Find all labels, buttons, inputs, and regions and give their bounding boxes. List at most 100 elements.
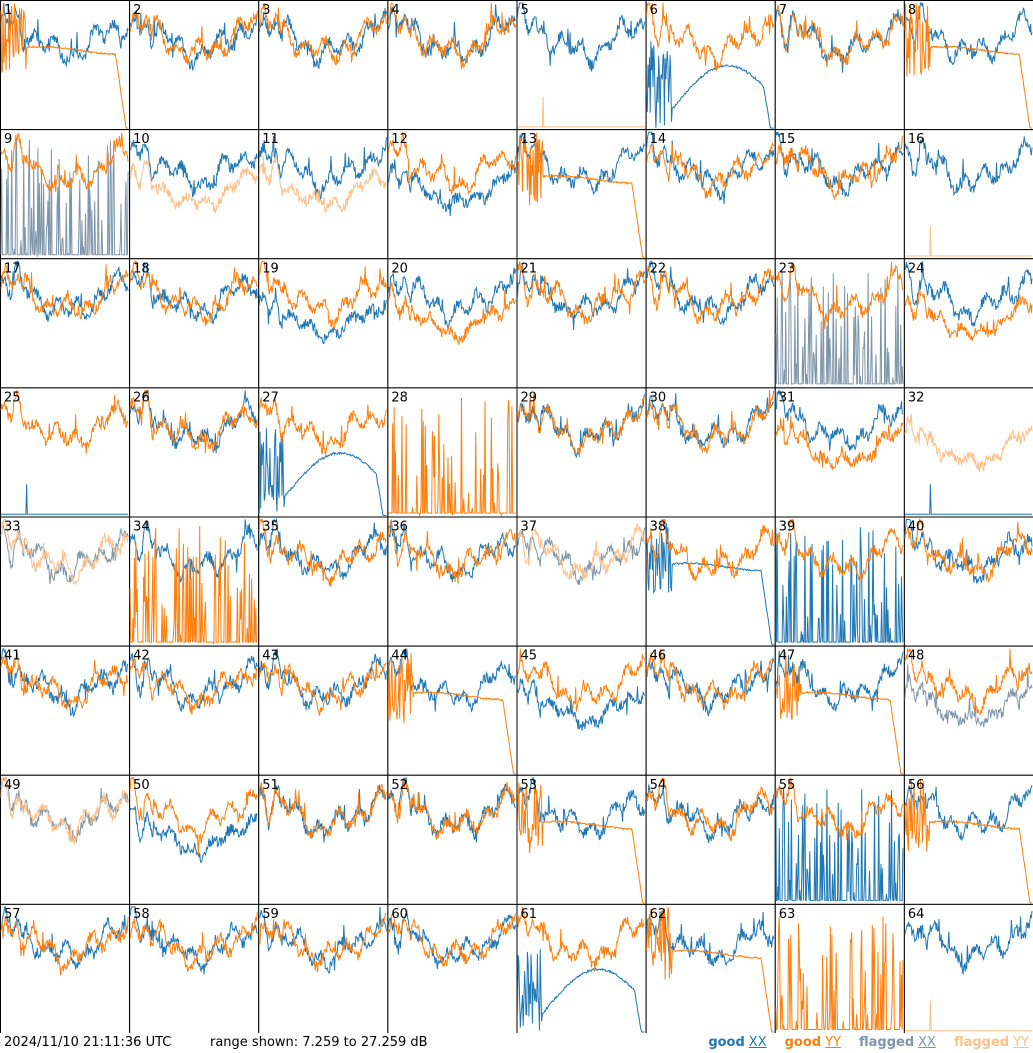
panel-number: 35	[262, 520, 279, 535]
panel-border	[258, 258, 389, 389]
legend-item-flagged-xx: flagged XX	[859, 1033, 936, 1053]
trace-yy-good	[258, 662, 387, 716]
panel-number: 28	[391, 390, 408, 405]
panel-number: 47	[779, 649, 796, 664]
panel-border	[774, 903, 905, 1033]
panel-border	[129, 645, 260, 776]
panel-border	[903, 129, 1033, 260]
trace-xx-good	[1, 484, 129, 515]
panel-number: 6	[650, 3, 658, 18]
trace-xx-flagged	[775, 271, 904, 385]
panel-border	[258, 129, 389, 260]
panel-8: 8	[903, 0, 1033, 131]
panel-border	[0, 645, 131, 776]
panel-border	[516, 387, 647, 518]
trace-xx-good	[646, 41, 774, 129]
panel-47: 47	[774, 645, 905, 776]
panel-number: 11	[262, 132, 279, 147]
trace-xx-good	[904, 910, 1033, 976]
panel-32: 32	[903, 387, 1033, 518]
panel-number: 22	[650, 261, 667, 276]
trace-xx-good	[904, 519, 1033, 584]
legend-pol: XX	[748, 1035, 767, 1050]
panel-border	[774, 0, 905, 131]
panel-number: 30	[650, 390, 667, 405]
panel-11: 11	[258, 129, 389, 260]
panel-43: 43	[258, 645, 389, 776]
trace-yy-good	[258, 782, 387, 839]
panel-number: 43	[262, 649, 279, 664]
panel-42: 42	[129, 645, 260, 776]
trace-yy-good	[388, 397, 516, 518]
panel-number: 39	[779, 520, 796, 535]
trace-yy-good	[775, 777, 904, 841]
trace-yy-good	[775, 518, 904, 582]
trace-yy-good	[517, 132, 645, 258]
trace-yy-good	[775, 916, 904, 1032]
panel-border	[387, 129, 518, 260]
legend: good XX good YY flagged XX flagged YY	[708, 1033, 1029, 1053]
panel-border	[645, 645, 776, 776]
trace-xx-good	[258, 648, 387, 711]
trace-xx-good	[646, 523, 774, 646]
panel-1: 1	[0, 0, 131, 131]
panel-7: 7	[774, 0, 905, 131]
panel-number: 23	[779, 261, 796, 276]
trace-yy-good	[0, 652, 129, 711]
panel-number: 18	[133, 261, 150, 276]
legend-status: flagged	[858, 1035, 915, 1050]
panel-number: 59	[262, 907, 279, 922]
panel-44: 44	[387, 645, 518, 776]
trace-xx-good	[129, 389, 258, 454]
panel-number: 4	[391, 3, 399, 18]
panel-number: 40	[908, 520, 925, 535]
panel-29: 29	[516, 387, 647, 518]
panel-number: 21	[521, 261, 538, 276]
panel-57: 57	[0, 903, 131, 1033]
trace-xx-good	[517, 2, 646, 72]
trace-xx-good	[129, 906, 258, 975]
trace-xx-good	[904, 484, 1032, 515]
trace-yy-good	[517, 906, 645, 972]
trace-yy-flagged	[0, 519, 129, 585]
panel-border	[258, 903, 389, 1033]
panel-number: 56	[908, 778, 925, 793]
panel-28: 28	[387, 387, 518, 518]
trace-xx-good	[904, 261, 1033, 328]
panel-22: 22	[645, 258, 776, 389]
trace-xx-good	[387, 267, 516, 330]
legend-status: good	[784, 1035, 822, 1050]
panel-border	[645, 258, 776, 389]
panel-number: 33	[4, 520, 21, 535]
panel-number: 52	[391, 778, 408, 793]
panel-25: 25	[0, 387, 131, 518]
trace-yy-flagged	[129, 159, 258, 215]
panel-number: 55	[779, 778, 796, 793]
panel-40: 40	[903, 516, 1033, 647]
panel-number: 36	[391, 520, 408, 535]
panel-55: 55	[774, 774, 905, 905]
panel-border	[774, 129, 905, 260]
range-shown: range shown: 7.259 to 27.259 dB	[210, 1035, 428, 1050]
trace-yy-good	[646, 648, 774, 711]
panel-46: 46	[645, 645, 776, 776]
panel-49: 49	[0, 774, 131, 905]
panel-number: 5	[521, 3, 529, 18]
trace-yy-flagged	[0, 777, 129, 845]
trace-yy-good	[0, 132, 129, 194]
panel-17: 17	[0, 258, 131, 389]
trace-xx-good	[129, 806, 258, 864]
panel-59: 59	[258, 903, 389, 1033]
panel-number: 38	[650, 520, 667, 535]
panel-33: 33	[0, 516, 131, 647]
trace-xx-good	[517, 678, 646, 731]
panel-border	[903, 387, 1033, 518]
trace-yy-flagged	[904, 225, 1032, 257]
panel-number: 19	[262, 261, 279, 276]
panel-30: 30	[645, 387, 776, 518]
panel-4: 4	[387, 0, 518, 131]
panel-number: 25	[4, 390, 21, 405]
panel-53: 53	[516, 774, 647, 905]
panel-39: 39	[774, 516, 905, 647]
panel-58: 58	[129, 903, 260, 1033]
